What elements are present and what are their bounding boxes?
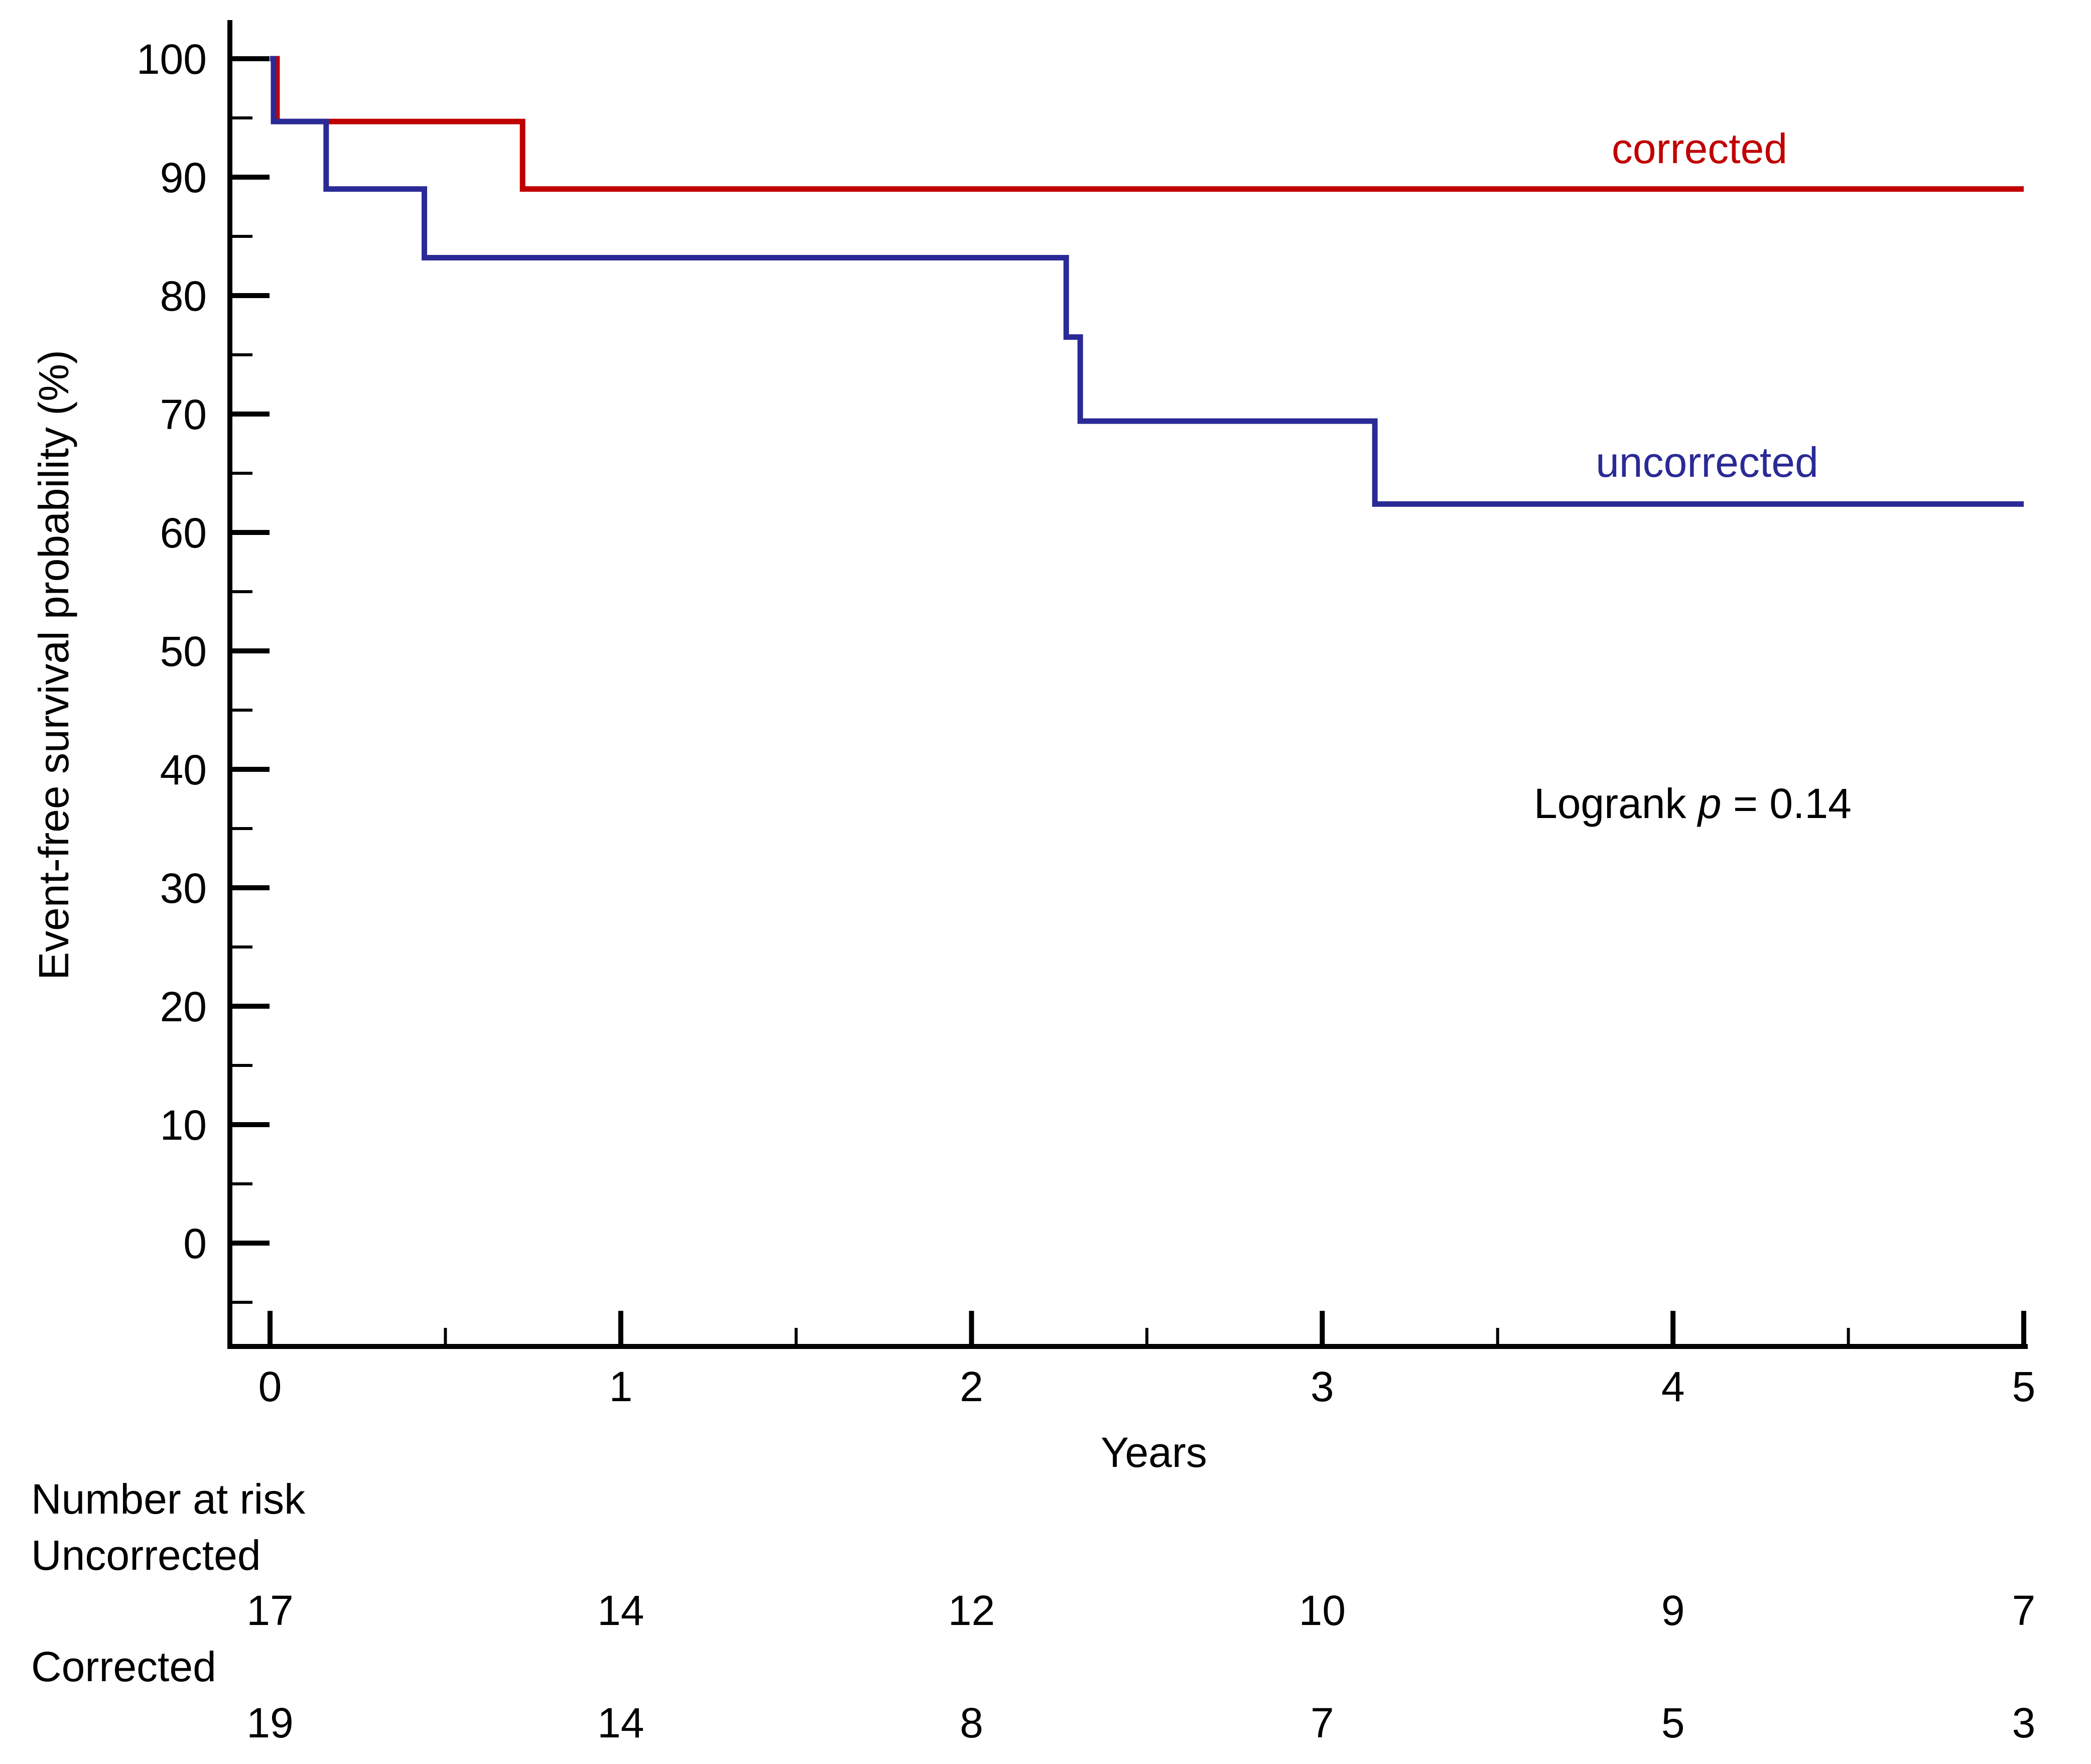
- y-tick-label: 40: [160, 746, 207, 793]
- y-ticks: 0 10 20 30 40 50 60 70 80 90 100: [137, 36, 270, 1304]
- y-tick-label: 60: [160, 509, 207, 557]
- y-tick-label: 70: [160, 391, 207, 438]
- risk-value-corrected: 5: [1661, 1699, 1685, 1746]
- y-tick-label: 50: [160, 628, 207, 675]
- y-tick-label: 0: [183, 1220, 207, 1267]
- risk-table-title: Number at risk: [31, 1475, 306, 1523]
- x-axis-title: Years: [1101, 1429, 1207, 1476]
- series-line-uncorrected: [270, 56, 2024, 507]
- y-tick-label: 100: [137, 36, 207, 83]
- logrank-p: p: [1696, 780, 1722, 827]
- x-ticks: 0 1 2 3 4 5: [258, 1311, 2036, 1410]
- risk-value-corrected: 7: [1311, 1699, 1334, 1746]
- y-tick-label: 10: [160, 1102, 207, 1149]
- y-tick-label: 80: [160, 273, 207, 320]
- risk-value-uncorrected: 12: [948, 1587, 995, 1634]
- risk-value-corrected: 3: [2012, 1699, 2036, 1746]
- x-tick-label: 1: [609, 1363, 632, 1410]
- series-layer: [270, 56, 2024, 507]
- x-tick-label: 3: [1311, 1363, 1334, 1410]
- risk-value-uncorrected: 10: [1299, 1587, 1346, 1634]
- x-tick-label: 5: [2012, 1363, 2036, 1410]
- logrank-value: = 0.14: [1722, 780, 1852, 827]
- risk-value-uncorrected: 14: [597, 1587, 644, 1634]
- y-tick-label: 90: [160, 154, 207, 201]
- risk-group-corrected-label: Corrected: [31, 1643, 216, 1690]
- risk-group-uncorrected-label: Uncorrected: [31, 1532, 261, 1579]
- risk-table: Number at risk Uncorrected Corrected 17 1…: [31, 1475, 2035, 1746]
- y-tick-label: 30: [160, 865, 207, 912]
- series-label-uncorrected: uncorrected: [1596, 439, 1818, 486]
- risk-value-corrected: 19: [246, 1699, 293, 1746]
- x-tick-label: 4: [1661, 1363, 1685, 1410]
- risk-value-uncorrected: 9: [1661, 1587, 1685, 1634]
- x-tick-label: 0: [258, 1363, 282, 1410]
- y-tick-label: 20: [160, 983, 207, 1030]
- y-axis-title: Event-free survival probability (%): [30, 350, 77, 980]
- risk-value-corrected: 8: [960, 1699, 983, 1746]
- risk-value-uncorrected: 7: [2012, 1587, 2036, 1634]
- risk-value-uncorrected: 17: [246, 1587, 293, 1634]
- series-label-corrected: corrected: [1612, 125, 1787, 172]
- axes: [227, 20, 2028, 1349]
- logrank-prefix: Logrank: [1534, 780, 1698, 827]
- x-tick-label: 2: [960, 1363, 983, 1410]
- logrank-annotation: Logrank p = 0.14: [1534, 780, 1852, 827]
- risk-value-corrected: 14: [597, 1699, 644, 1746]
